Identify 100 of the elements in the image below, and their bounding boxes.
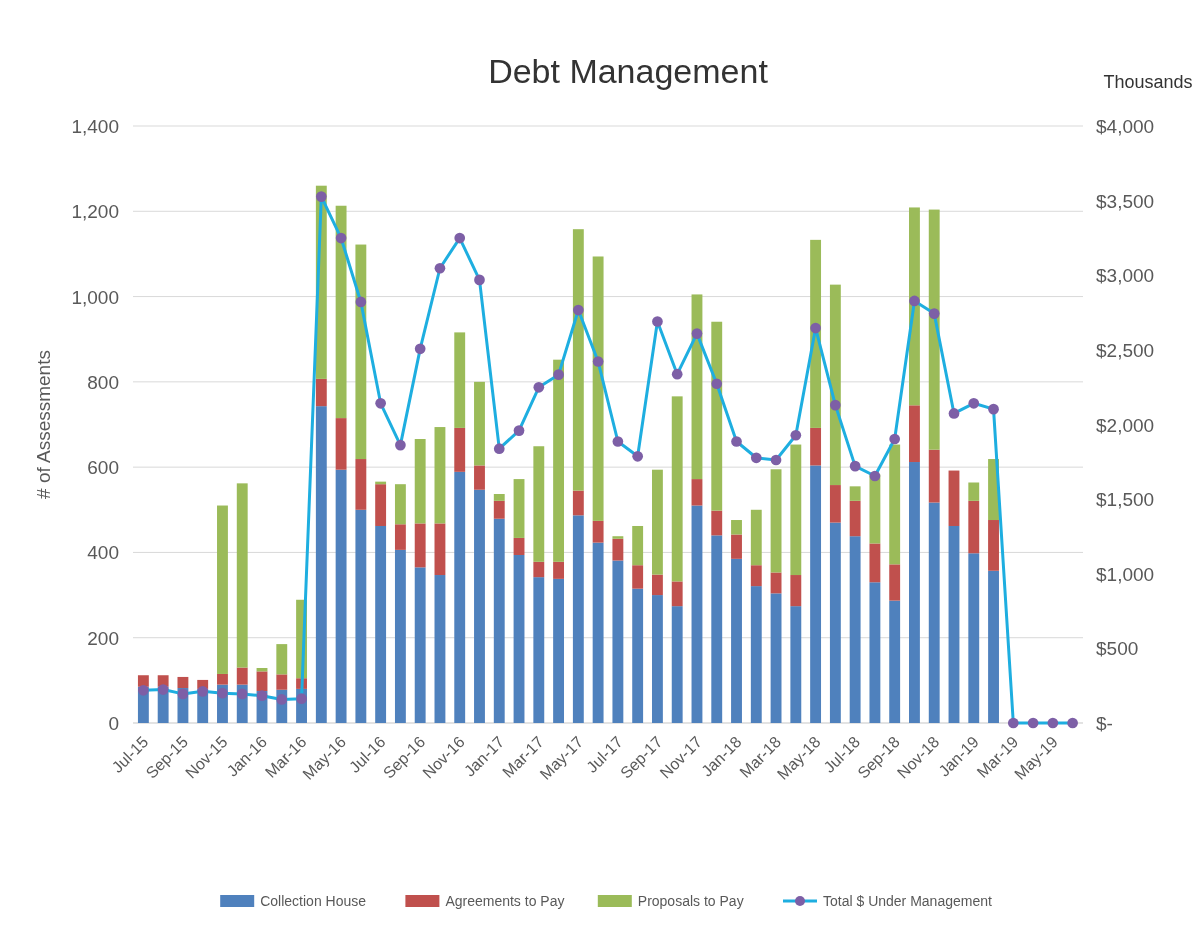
y-tick-label: 1,200 xyxy=(71,201,119,223)
bar xyxy=(889,444,901,565)
bar xyxy=(691,294,703,480)
bar xyxy=(434,575,446,723)
bar xyxy=(434,427,446,524)
legend-label: Agreements to Pay xyxy=(445,893,565,909)
chart-title: Debt Management xyxy=(488,52,769,90)
bar xyxy=(889,564,901,601)
y2-tick-label: $- xyxy=(1096,713,1113,734)
bar xyxy=(632,525,644,566)
bar xyxy=(968,500,980,554)
bar xyxy=(217,673,228,685)
bar xyxy=(810,427,822,466)
bar xyxy=(394,549,406,723)
bar xyxy=(671,606,683,723)
bar xyxy=(790,606,802,723)
bar xyxy=(810,239,822,428)
bar xyxy=(454,427,466,472)
legend-label: Collection House xyxy=(260,893,367,909)
bar xyxy=(493,500,505,519)
bar xyxy=(651,595,663,723)
bar xyxy=(810,465,822,723)
y-tick-label: 0 xyxy=(108,713,119,734)
bar xyxy=(948,525,960,723)
bar xyxy=(731,558,742,723)
bar xyxy=(454,332,466,428)
bar xyxy=(335,469,347,723)
y-tick-label: 600 xyxy=(87,457,119,479)
bar xyxy=(434,523,446,576)
bar xyxy=(770,469,782,573)
y-axis-title: # of Assessments xyxy=(33,350,54,499)
y-tick-label: 1,000 xyxy=(71,286,119,308)
bar xyxy=(909,207,920,406)
y-tick-label: 800 xyxy=(87,371,119,393)
bar xyxy=(474,465,485,490)
y2-tick-label: $4,000 xyxy=(1096,116,1155,137)
bar xyxy=(909,462,920,723)
y-tick-label: 400 xyxy=(87,542,119,564)
bar xyxy=(217,505,228,674)
bar xyxy=(553,561,565,579)
bar xyxy=(355,509,367,723)
y2-tick-label: $1,000 xyxy=(1096,563,1155,585)
bar xyxy=(553,578,565,723)
bar xyxy=(889,600,901,723)
bar xyxy=(632,588,644,723)
bar xyxy=(711,321,723,511)
bar xyxy=(533,446,545,562)
bar xyxy=(928,209,940,450)
bar xyxy=(513,554,525,723)
bar xyxy=(572,515,584,723)
bar xyxy=(335,418,347,470)
bar xyxy=(414,523,426,568)
bar xyxy=(493,494,505,501)
bar xyxy=(414,439,426,524)
bar xyxy=(988,520,999,571)
y2-axis-title: Thousands xyxy=(1103,72,1193,92)
bar xyxy=(829,284,841,486)
bar xyxy=(928,502,940,723)
bar xyxy=(236,483,248,668)
bar xyxy=(355,459,367,510)
y-tick-label: 200 xyxy=(87,627,119,649)
bar xyxy=(671,396,683,582)
bar xyxy=(691,479,703,506)
bar xyxy=(592,256,604,521)
bar xyxy=(928,449,940,503)
bar xyxy=(315,406,327,723)
bar xyxy=(968,553,980,723)
bar xyxy=(849,486,861,501)
bar xyxy=(572,490,584,516)
bar xyxy=(414,567,426,723)
y2-tick-label: $3,500 xyxy=(1096,190,1155,212)
bar xyxy=(849,536,861,723)
bar xyxy=(276,674,288,690)
bar xyxy=(711,535,723,723)
y2-tick-label: $500 xyxy=(1096,638,1139,660)
bar xyxy=(612,560,624,723)
bar xyxy=(948,470,960,526)
bar xyxy=(671,581,683,607)
bar xyxy=(770,572,782,594)
bar xyxy=(651,469,663,575)
bar xyxy=(988,570,999,723)
y2-tick-label: $3,000 xyxy=(1096,265,1155,287)
bar xyxy=(612,538,624,561)
bar xyxy=(612,536,624,539)
bar xyxy=(553,359,565,562)
bar xyxy=(474,489,485,723)
bar xyxy=(375,484,387,526)
bar xyxy=(236,667,248,685)
bar xyxy=(256,671,268,692)
bar xyxy=(750,509,762,566)
bar xyxy=(177,676,189,689)
bar xyxy=(750,586,762,723)
bar xyxy=(572,229,584,491)
y2-tick-label: $1,500 xyxy=(1096,489,1155,511)
bar xyxy=(276,644,288,675)
y2-tick-label: $2,000 xyxy=(1096,414,1155,436)
bar xyxy=(592,542,604,723)
bar xyxy=(968,482,980,501)
bar xyxy=(335,205,347,419)
bar xyxy=(533,561,545,578)
